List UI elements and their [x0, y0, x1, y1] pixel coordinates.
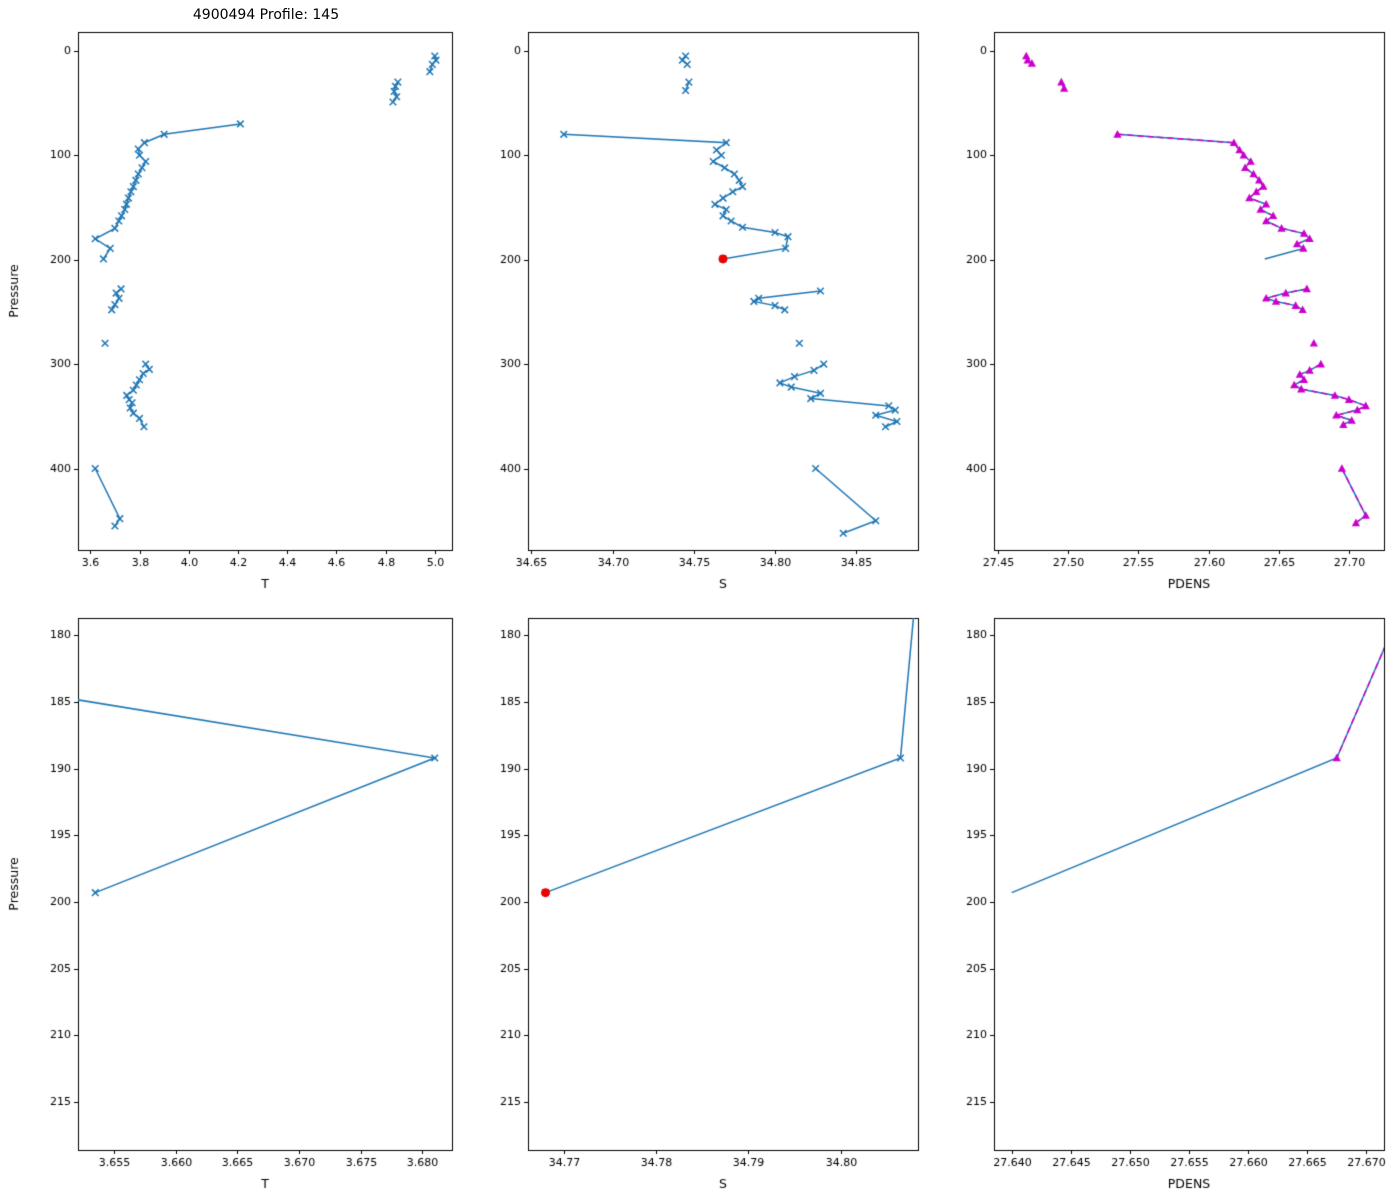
plot-salinity-zoom [466, 600, 932, 1200]
plot-pdens-full [932, 0, 1398, 600]
plot-pdens-zoom [932, 600, 1398, 1200]
plot-salinity-full [466, 0, 932, 600]
plot-temperature-zoom [0, 600, 466, 1200]
plot-temperature-full [0, 0, 466, 600]
figure-title: 4900494 Profile: 145 [192, 7, 340, 23]
